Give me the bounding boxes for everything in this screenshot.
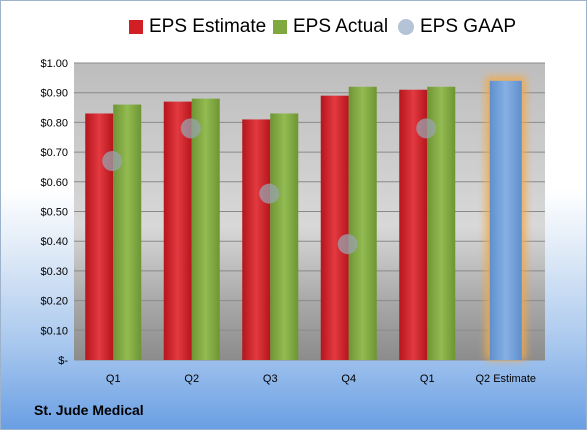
y-tick-label: $0.10 (40, 325, 68, 337)
eps-estimate-bar (163, 101, 192, 361)
x-tick-label: Q1 (420, 373, 435, 385)
eps-estimate-bar (85, 113, 114, 361)
eps-gaap-point (259, 183, 280, 204)
x-tick-label: Q1 (106, 373, 121, 385)
y-tick-label: $0.30 (40, 266, 68, 278)
x-tick-label: Q4 (341, 373, 356, 385)
eps-actual-bar (191, 98, 220, 360)
legend-swatch-eps-estimate (129, 20, 143, 34)
y-tick-label: $0.40 (40, 236, 68, 248)
y-tick-label: $0.50 (40, 207, 68, 219)
y-tick-label: $0.60 (40, 177, 68, 189)
eps-actual-bar (270, 113, 299, 361)
y-tick-label: $0.90 (40, 88, 68, 100)
legend-item-eps-gaap: EPS GAAP (398, 16, 516, 38)
eps-actual-bar (113, 104, 142, 360)
eps-estimate-bar (320, 95, 349, 361)
eps-estimate-bar (242, 119, 271, 361)
eps-gaap-point (416, 118, 437, 139)
legend-item-eps-estimate: EPS Estimate (129, 16, 266, 38)
eps-gaap-point (180, 118, 201, 139)
legend: EPS Estimate EPS Actual EPS GAAP (1, 16, 586, 46)
legend-label-eps-actual: EPS Actual (293, 16, 389, 37)
legend-label-eps-estimate: EPS Estimate (149, 16, 267, 37)
y-tick-label: $0.80 (40, 117, 68, 129)
eps-gaap-point (337, 234, 358, 255)
legend-label-eps-gaap: EPS GAAP (420, 16, 517, 37)
y-tick-label: $1.00 (40, 58, 68, 70)
legend-item-eps-actual: EPS Actual (273, 16, 388, 38)
legend-swatch-eps-gaap (398, 19, 414, 35)
y-tick-label: $0.70 (40, 147, 68, 159)
x-tick-label: Q2 Estimate (475, 373, 536, 385)
legend-swatch-eps-actual (273, 20, 287, 34)
q2-estimate-bar (489, 80, 522, 360)
y-tick-label: $0.20 (40, 296, 68, 308)
company-name: St. Jude Medical (34, 402, 144, 418)
eps-gaap-point (102, 151, 123, 172)
x-tick-label: Q3 (263, 373, 278, 385)
eps-actual-bar (348, 86, 377, 360)
y-tick-label: $- (58, 355, 68, 367)
x-tick-label: Q2 (184, 373, 199, 385)
